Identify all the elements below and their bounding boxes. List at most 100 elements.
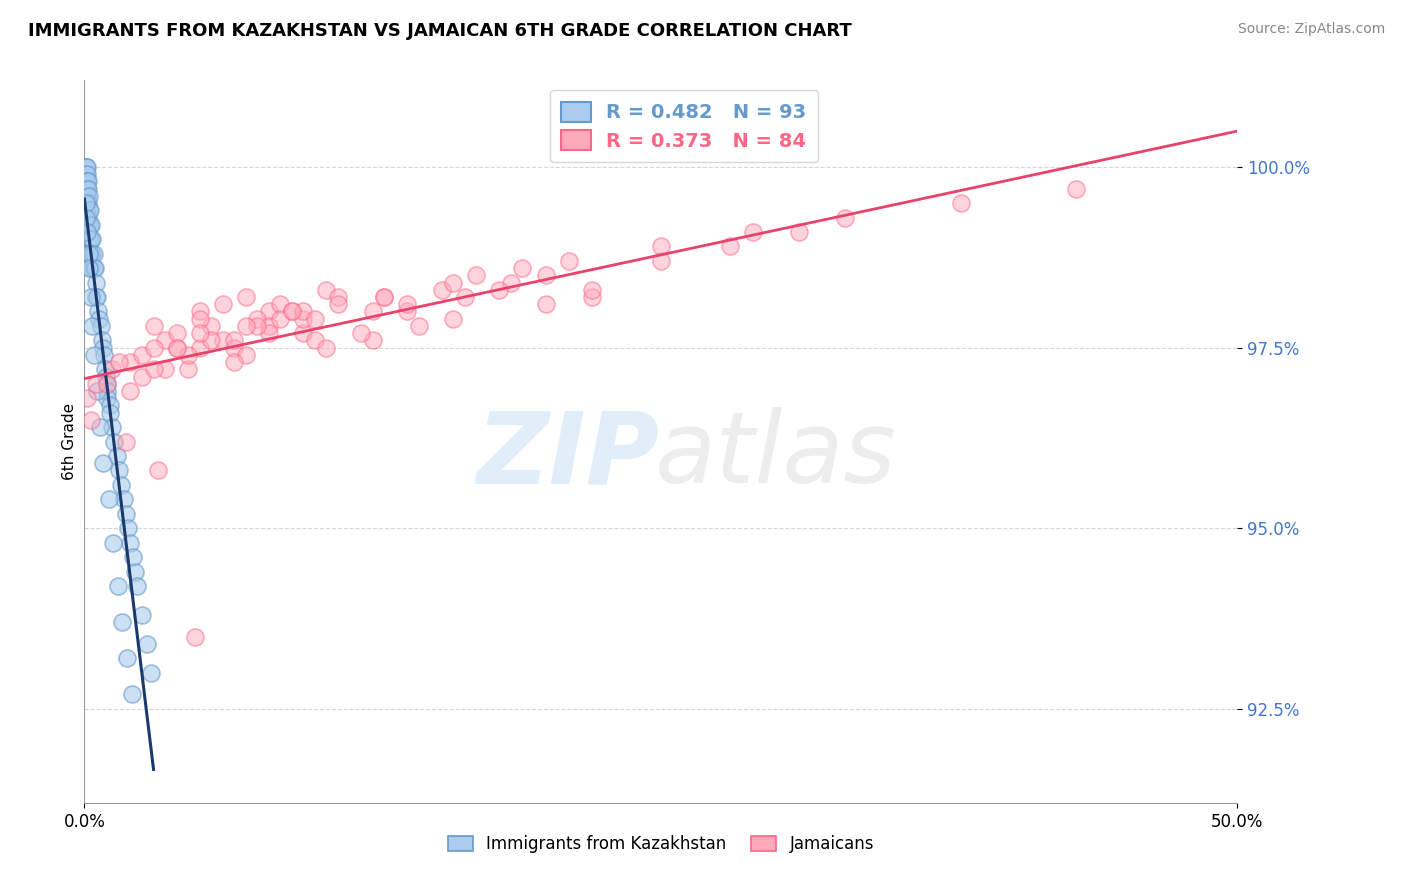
Point bbox=[76, 232, 98, 246]
Point bbox=[292, 304, 315, 318]
Point bbox=[110, 478, 132, 492]
Point bbox=[86, 384, 108, 398]
Point bbox=[396, 297, 419, 311]
Point bbox=[96, 376, 118, 391]
Point bbox=[499, 276, 522, 290]
Point bbox=[292, 326, 315, 341]
Text: ZIP: ZIP bbox=[477, 408, 659, 505]
Point bbox=[94, 362, 117, 376]
Point bbox=[77, 232, 100, 246]
Point bbox=[121, 688, 143, 702]
Point bbox=[153, 334, 176, 348]
Point bbox=[141, 665, 163, 680]
Point bbox=[235, 348, 257, 362]
Point bbox=[246, 318, 269, 333]
Point bbox=[75, 160, 97, 174]
Point bbox=[534, 297, 557, 311]
Point bbox=[75, 203, 97, 218]
Point bbox=[76, 254, 98, 268]
Y-axis label: 6th Grade: 6th Grade bbox=[62, 403, 77, 480]
Point bbox=[91, 456, 114, 470]
Point bbox=[86, 290, 108, 304]
Point bbox=[326, 290, 349, 304]
Point bbox=[96, 369, 118, 384]
Point bbox=[718, 239, 741, 253]
Point bbox=[77, 246, 100, 260]
Point bbox=[235, 290, 257, 304]
Point bbox=[454, 290, 477, 304]
Point bbox=[188, 304, 211, 318]
Point bbox=[787, 225, 810, 239]
Point bbox=[75, 189, 97, 203]
Point bbox=[142, 318, 165, 333]
Point bbox=[115, 507, 138, 521]
Point bbox=[650, 254, 672, 268]
Point bbox=[166, 326, 188, 341]
Point bbox=[281, 304, 304, 318]
Point bbox=[82, 232, 104, 246]
Point bbox=[75, 160, 97, 174]
Point bbox=[96, 391, 118, 405]
Point bbox=[949, 196, 972, 211]
Point bbox=[257, 304, 280, 318]
Point bbox=[142, 362, 165, 376]
Point bbox=[281, 304, 304, 318]
Point bbox=[75, 182, 97, 196]
Point bbox=[315, 283, 337, 297]
Point bbox=[75, 218, 97, 232]
Point bbox=[76, 211, 98, 225]
Text: IMMIGRANTS FROM KAZAKHSTAN VS JAMAICAN 6TH GRADE CORRELATION CHART: IMMIGRANTS FROM KAZAKHSTAN VS JAMAICAN 6… bbox=[28, 22, 852, 40]
Point bbox=[82, 318, 104, 333]
Point bbox=[84, 276, 107, 290]
Point bbox=[83, 246, 105, 260]
Point bbox=[127, 579, 149, 593]
Point bbox=[115, 651, 138, 665]
Point bbox=[83, 261, 105, 276]
Point bbox=[512, 261, 534, 276]
Point bbox=[98, 406, 121, 420]
Point bbox=[75, 211, 97, 225]
Point bbox=[108, 463, 131, 477]
Point bbox=[488, 283, 510, 297]
Point bbox=[200, 334, 222, 348]
Point bbox=[315, 341, 337, 355]
Point bbox=[121, 550, 143, 565]
Point bbox=[124, 565, 146, 579]
Point bbox=[742, 225, 765, 239]
Point bbox=[257, 326, 280, 341]
Point bbox=[235, 318, 257, 333]
Point bbox=[79, 218, 101, 232]
Point bbox=[408, 318, 430, 333]
Point bbox=[76, 239, 98, 253]
Point bbox=[304, 311, 326, 326]
Point bbox=[350, 326, 373, 341]
Point bbox=[76, 196, 98, 211]
Point bbox=[77, 189, 100, 203]
Point bbox=[557, 254, 579, 268]
Point bbox=[76, 160, 98, 174]
Point bbox=[120, 535, 142, 549]
Point bbox=[80, 218, 103, 232]
Point bbox=[224, 355, 246, 369]
Point bbox=[76, 182, 98, 196]
Point bbox=[177, 348, 200, 362]
Point bbox=[650, 239, 672, 253]
Point bbox=[153, 362, 176, 376]
Point bbox=[75, 196, 97, 211]
Point bbox=[117, 521, 139, 535]
Point bbox=[581, 290, 603, 304]
Point bbox=[361, 304, 384, 318]
Point bbox=[107, 579, 129, 593]
Point bbox=[120, 384, 142, 398]
Point bbox=[80, 261, 103, 276]
Point bbox=[80, 290, 103, 304]
Point bbox=[131, 369, 153, 384]
Point bbox=[89, 311, 111, 326]
Point bbox=[96, 384, 118, 398]
Point bbox=[77, 246, 100, 260]
Point bbox=[211, 297, 233, 311]
Point bbox=[76, 167, 98, 181]
Point bbox=[465, 268, 488, 283]
Point bbox=[79, 246, 101, 260]
Point bbox=[79, 232, 101, 246]
